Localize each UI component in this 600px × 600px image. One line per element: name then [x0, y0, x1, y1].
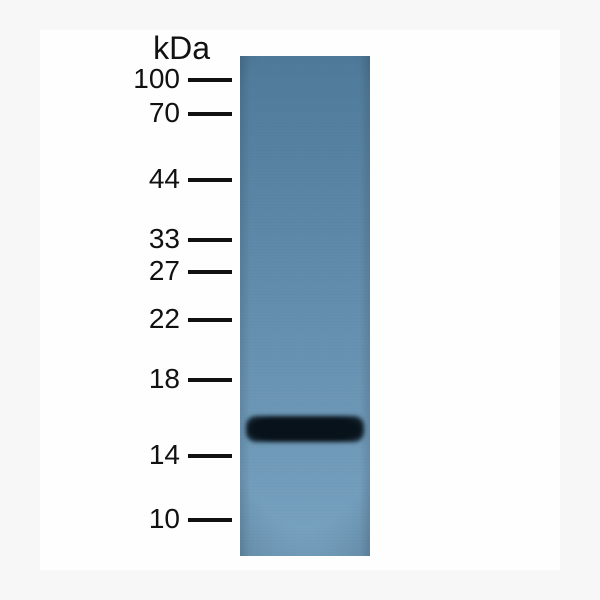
- marker-tick: [188, 378, 232, 382]
- marker-tick: [188, 454, 232, 458]
- marker-tick: [188, 270, 232, 274]
- marker-label: 100: [133, 63, 180, 95]
- marker-tick: [188, 318, 232, 322]
- marker-tick: [188, 178, 232, 182]
- western-blot-figure: kDa // --- data & binder ---------------…: [0, 0, 600, 600]
- unit-label-kda: kDa: [153, 30, 210, 67]
- marker-label: 33: [149, 223, 180, 255]
- marker-label: 22: [149, 303, 180, 335]
- marker-tick: [188, 78, 232, 82]
- marker-label: 27: [149, 255, 180, 287]
- marker-tick: [188, 238, 232, 242]
- marker-label: 14: [149, 439, 180, 471]
- marker-tick: [188, 518, 232, 522]
- protein-band: [246, 416, 364, 442]
- marker-label: 44: [149, 163, 180, 195]
- marker-label: 18: [149, 363, 180, 395]
- marker-label: 10: [149, 503, 180, 535]
- blot-lane: [240, 56, 370, 556]
- marker-tick: [188, 112, 232, 116]
- marker-label: 70: [149, 97, 180, 129]
